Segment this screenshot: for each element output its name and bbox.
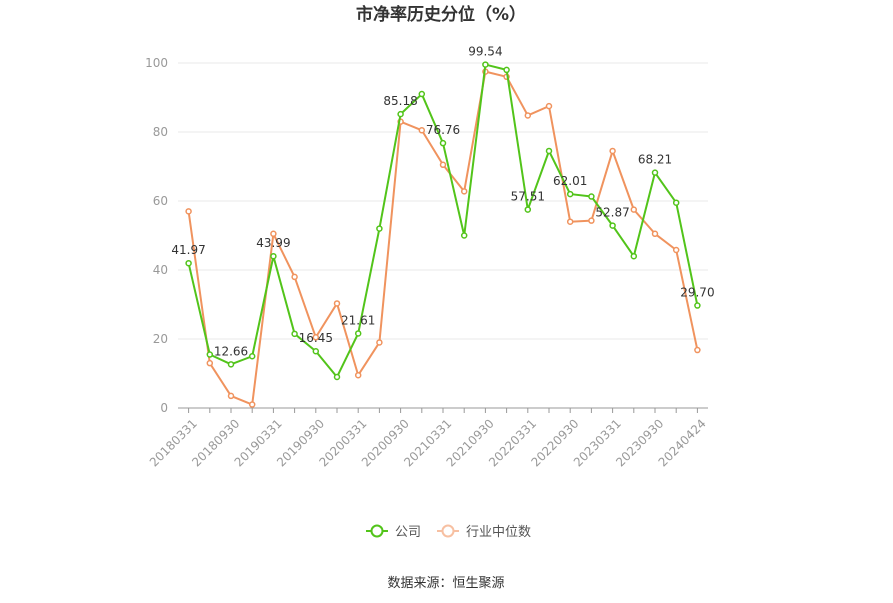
data-point: [439, 161, 447, 169]
data-point: [694, 302, 701, 309]
data-point: [333, 373, 341, 381]
data-point: [588, 217, 595, 224]
data-label: 12.66: [214, 344, 248, 358]
legend-label: 公司: [395, 525, 421, 540]
data-point: [588, 193, 595, 200]
data-labels: 41.97 12.66 43.99 16.45 21.61 85.18 76.76 99.54…: [171, 45, 714, 359]
data-point: [185, 259, 192, 267]
grid: [178, 62, 708, 340]
data-label: 99.54: [468, 45, 502, 59]
x-axis: 2018033120180930201903312019093020200331…: [147, 407, 709, 470]
data-point: [439, 139, 447, 147]
data-point: [206, 359, 214, 367]
data-point: [270, 252, 277, 260]
data-point: [524, 112, 532, 119]
data-point: [227, 392, 235, 400]
data-point: [291, 330, 298, 338]
data-point: [503, 66, 510, 74]
data-label: 41.97: [171, 243, 205, 257]
data-point: [333, 300, 341, 307]
data-label: 21.61: [341, 313, 375, 327]
chart-title: 市净率历史分位（%）: [356, 4, 526, 25]
data-point: [291, 273, 298, 281]
legend-label: 行业中位数: [466, 525, 531, 540]
legend-swatch-marker: [370, 524, 384, 538]
y-tick-label: 20: [153, 332, 168, 346]
y-tick-label: 40: [153, 263, 168, 277]
data-point: [566, 218, 574, 225]
data-label: 43.99: [256, 236, 290, 250]
data-point: [248, 401, 256, 408]
series-group: [185, 61, 701, 408]
legend-item[interactable]: 行业中位数: [437, 524, 531, 540]
data-label: 16.45: [299, 331, 333, 345]
data-point: [354, 330, 362, 337]
data-point: [651, 230, 659, 238]
data-point: [672, 246, 680, 254]
data-point: [418, 127, 426, 134]
legend-item[interactable]: 公司: [366, 524, 421, 540]
y-tick-label: 0: [160, 401, 168, 415]
data-point: [206, 351, 214, 358]
data-point: [566, 190, 574, 198]
series-line-公司: [187, 63, 699, 378]
data-point: [609, 147, 616, 155]
data-point: [460, 188, 468, 195]
data-label: 76.76: [426, 123, 460, 137]
data-point: [482, 61, 489, 68]
data-label: 68.21: [638, 153, 672, 167]
data-point: [630, 252, 638, 260]
data-point: [270, 230, 277, 238]
data-point: [460, 232, 468, 239]
data-label: 29.70: [680, 286, 714, 300]
data-point: [524, 206, 532, 213]
data-point: [694, 346, 701, 354]
data-point: [354, 371, 362, 379]
data-point: [545, 102, 553, 110]
data-label: 57.51: [511, 190, 545, 204]
data-point: [418, 90, 426, 98]
data-point: [397, 110, 404, 118]
data-point: [185, 208, 192, 215]
y-tick-label: 100: [145, 56, 168, 70]
data-point: [376, 339, 383, 346]
data-point: [376, 225, 383, 232]
data-point: [312, 334, 320, 341]
data-label: 52.87: [595, 206, 629, 220]
data-point: [545, 147, 553, 155]
y-axis: 0 20 40 60 80 100: [145, 56, 168, 415]
data-label: 62.01: [553, 174, 587, 188]
data-label: 85.18: [383, 94, 417, 108]
data-point: [312, 347, 320, 355]
data-point: [630, 206, 638, 213]
data-point: [672, 199, 680, 206]
data-point: [651, 169, 659, 176]
y-tick-label: 80: [153, 125, 168, 139]
y-tick-label: 60: [153, 194, 168, 208]
data-point: [248, 353, 256, 360]
data-point: [609, 222, 616, 229]
legend-swatch-marker: [441, 524, 455, 538]
source-note: 数据来源：恒生聚源: [387, 576, 504, 591]
legend[interactable]: 公司 行业中位数: [366, 524, 531, 540]
data-point: [227, 361, 235, 368]
